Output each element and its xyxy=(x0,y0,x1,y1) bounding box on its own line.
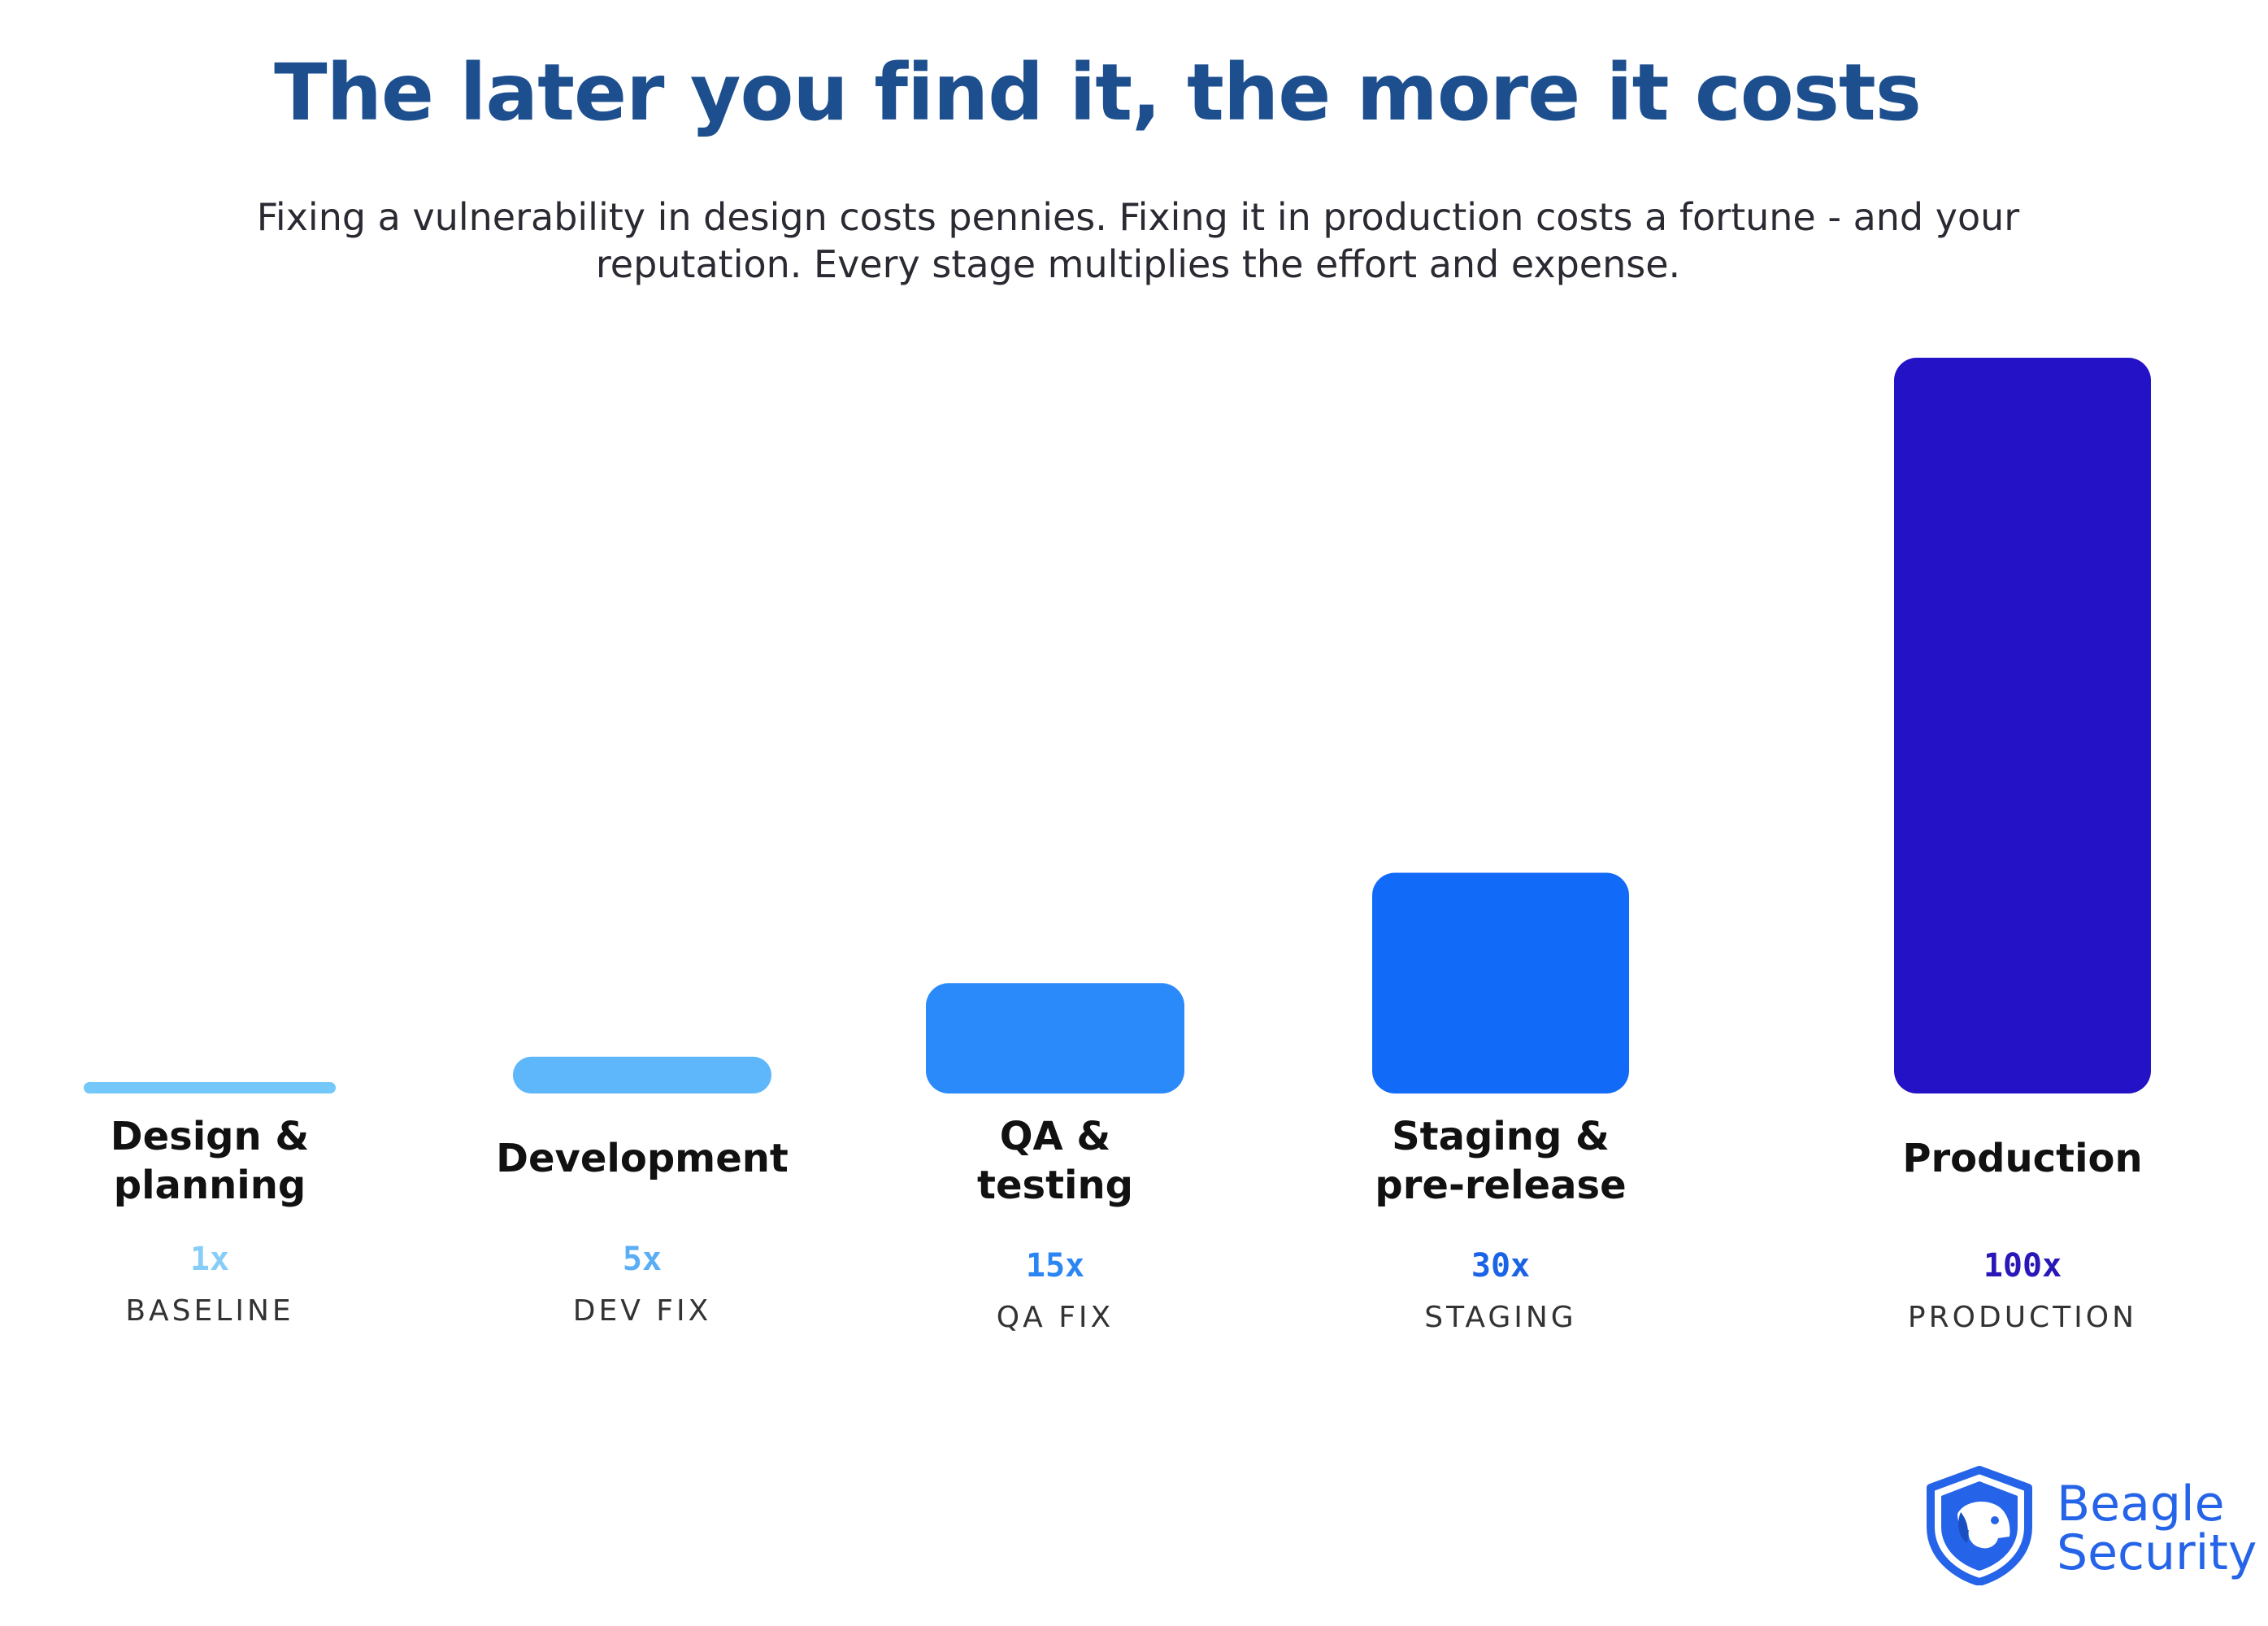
bar-1 xyxy=(513,1056,771,1093)
bar-3 xyxy=(1372,872,1629,1093)
bar-2 xyxy=(926,983,1184,1093)
category-label-4: Production xyxy=(1902,1136,2143,1181)
value-label-4: 100x xyxy=(1983,1247,2062,1285)
value-label-3: 30x xyxy=(1471,1247,1531,1285)
chart-subtitle: Fixing a vulnerability in design costs p… xyxy=(256,195,2020,286)
beagle-shield-icon xyxy=(1927,1466,2032,1585)
chart-title: The later you find it, the more it costs xyxy=(274,47,1922,138)
caption-0: BASELINE xyxy=(125,1294,294,1328)
logo-text: Beagle Security xyxy=(2057,1480,2257,1577)
category-label-0: Design & planning xyxy=(110,1114,310,1208)
beagle-security-logo: Beagle Security xyxy=(1918,1463,2257,1593)
value-label-2: 15x xyxy=(1025,1247,1085,1285)
bar-0 xyxy=(84,1082,336,1093)
category-label-3: Staging & pre-release xyxy=(1375,1114,1627,1208)
caption-2: QA FIX xyxy=(996,1301,1114,1334)
category-label-1: Development xyxy=(496,1136,789,1181)
value-label-0: 1x xyxy=(189,1241,230,1278)
bar-4 xyxy=(1894,358,2151,1093)
caption-1: DEV FIX xyxy=(572,1294,712,1328)
caption-4: PRODUCTION xyxy=(1907,1301,2138,1334)
caption-3: STAGING xyxy=(1424,1301,1577,1334)
value-label-1: 5x xyxy=(622,1241,663,1278)
logo-line-2: Security xyxy=(2057,1524,2257,1581)
logo-line-1: Beagle xyxy=(2057,1476,2225,1533)
category-label-2: QA & testing xyxy=(977,1114,1133,1208)
